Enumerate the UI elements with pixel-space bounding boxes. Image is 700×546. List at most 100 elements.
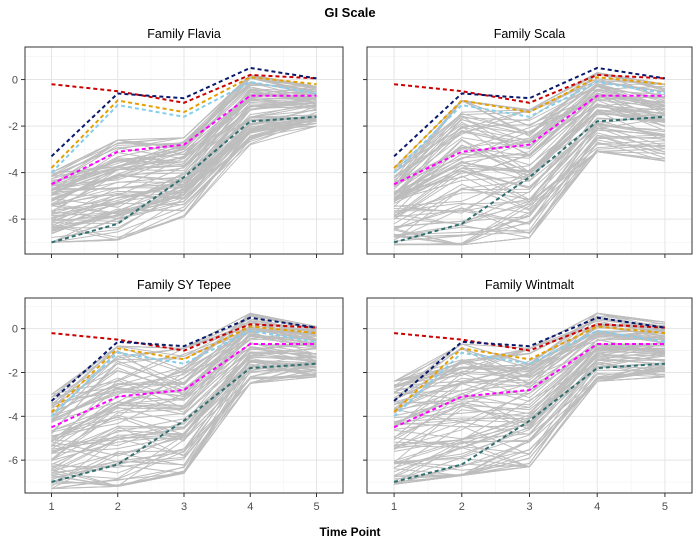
y-tick-label: -6 [8, 455, 18, 467]
individual-line [51, 116, 317, 243]
reference-line [393, 329, 666, 418]
individual-line [394, 355, 665, 465]
reference-line [393, 325, 665, 413]
panel: Family Flavia 0 -2 -4 -6 [8, 27, 344, 258]
individual-line [51, 334, 317, 405]
individual-line [393, 84, 666, 190]
individual-line [51, 363, 317, 468]
x-tick-label: 3 [526, 501, 532, 513]
individual-line [393, 319, 665, 388]
y-tick-label: 0 [12, 324, 18, 336]
x-tick-label: 2 [459, 501, 465, 513]
individual-line [51, 361, 317, 453]
individual-line [51, 374, 317, 487]
individual-line [394, 148, 665, 246]
individual-line [393, 351, 665, 451]
x-tick-label: 1 [391, 501, 397, 513]
reference-line [51, 94, 317, 186]
individual-line [51, 332, 317, 442]
individual-line [51, 96, 317, 197]
individual-line [51, 345, 317, 442]
x-tick-label: 3 [181, 501, 187, 513]
individual-line [393, 100, 665, 201]
individual-line [51, 331, 317, 435]
panel-title: Family SY Tepee [137, 278, 231, 292]
individual-line [394, 376, 665, 485]
individual-line [51, 351, 317, 441]
individual-line [394, 129, 665, 214]
y-tick-label: -4 [8, 168, 18, 180]
y-tick-label: 0 [12, 75, 18, 87]
reference-line [393, 76, 666, 169]
y-tick-label: -2 [8, 121, 18, 133]
individual-line [393, 312, 665, 382]
reference-line [393, 80, 666, 174]
individual-line [51, 115, 317, 232]
individual-line [51, 88, 317, 188]
individual-line [394, 363, 665, 471]
individual-line [393, 312, 665, 393]
individual-line [51, 101, 317, 214]
individual-line [51, 376, 317, 490]
reference-line [393, 73, 665, 104]
individual-line [393, 338, 665, 399]
individual-line [394, 342, 666, 423]
individual-line [393, 333, 665, 399]
x-tick-label: 4 [247, 501, 253, 513]
y-tick-label: -4 [8, 411, 18, 423]
individual-line [51, 77, 317, 191]
individual-line [51, 343, 317, 437]
individual-line [394, 122, 665, 214]
individual-line [393, 103, 666, 194]
individual-line [51, 335, 317, 420]
individual-line [393, 96, 665, 194]
individual-line [51, 74, 317, 174]
individual-line [51, 366, 317, 486]
x-axis-label: Time Point [319, 525, 380, 539]
individual-line [394, 345, 665, 411]
individual-line [393, 357, 665, 469]
individual-line [394, 134, 666, 237]
individual-line [51, 331, 317, 433]
individual-line [393, 99, 666, 188]
panel: Family Scala [363, 27, 693, 258]
individual-line [51, 120, 317, 238]
individual-line [394, 136, 665, 225]
x-tick-label: 1 [48, 501, 54, 513]
individual-line [393, 134, 665, 225]
x-tick-label: 2 [115, 501, 121, 513]
individual-line [393, 356, 665, 438]
individual-line [394, 151, 665, 246]
individual-line [394, 143, 665, 246]
panel-title: Family Flavia [147, 27, 221, 41]
individual-line [394, 346, 665, 419]
individual-line [393, 346, 665, 427]
individual-line [393, 362, 665, 462]
individual-line [51, 359, 317, 485]
individual-line [51, 103, 317, 199]
individual-line [51, 98, 317, 191]
individual-line [51, 314, 317, 404]
chart-title: GI Scale [324, 5, 375, 20]
individual-line [393, 83, 665, 169]
y-tick-label: -6 [8, 214, 18, 226]
reference-line [50, 325, 317, 413]
individual-line [51, 117, 317, 215]
panel-title: Family Wintmalt [485, 278, 574, 292]
individual-line [51, 359, 317, 457]
individual-line [51, 341, 317, 460]
individual-line [51, 115, 317, 216]
individual-line [51, 320, 317, 418]
individual-line [51, 91, 317, 207]
individual-line [394, 144, 665, 237]
individual-line [393, 150, 665, 241]
individual-line [393, 112, 665, 204]
reference-line [50, 316, 317, 402]
reference-line [393, 343, 665, 429]
individual-line [51, 125, 317, 243]
individual-line [51, 88, 317, 196]
reference-line [50, 76, 317, 169]
individual-line [394, 134, 666, 236]
